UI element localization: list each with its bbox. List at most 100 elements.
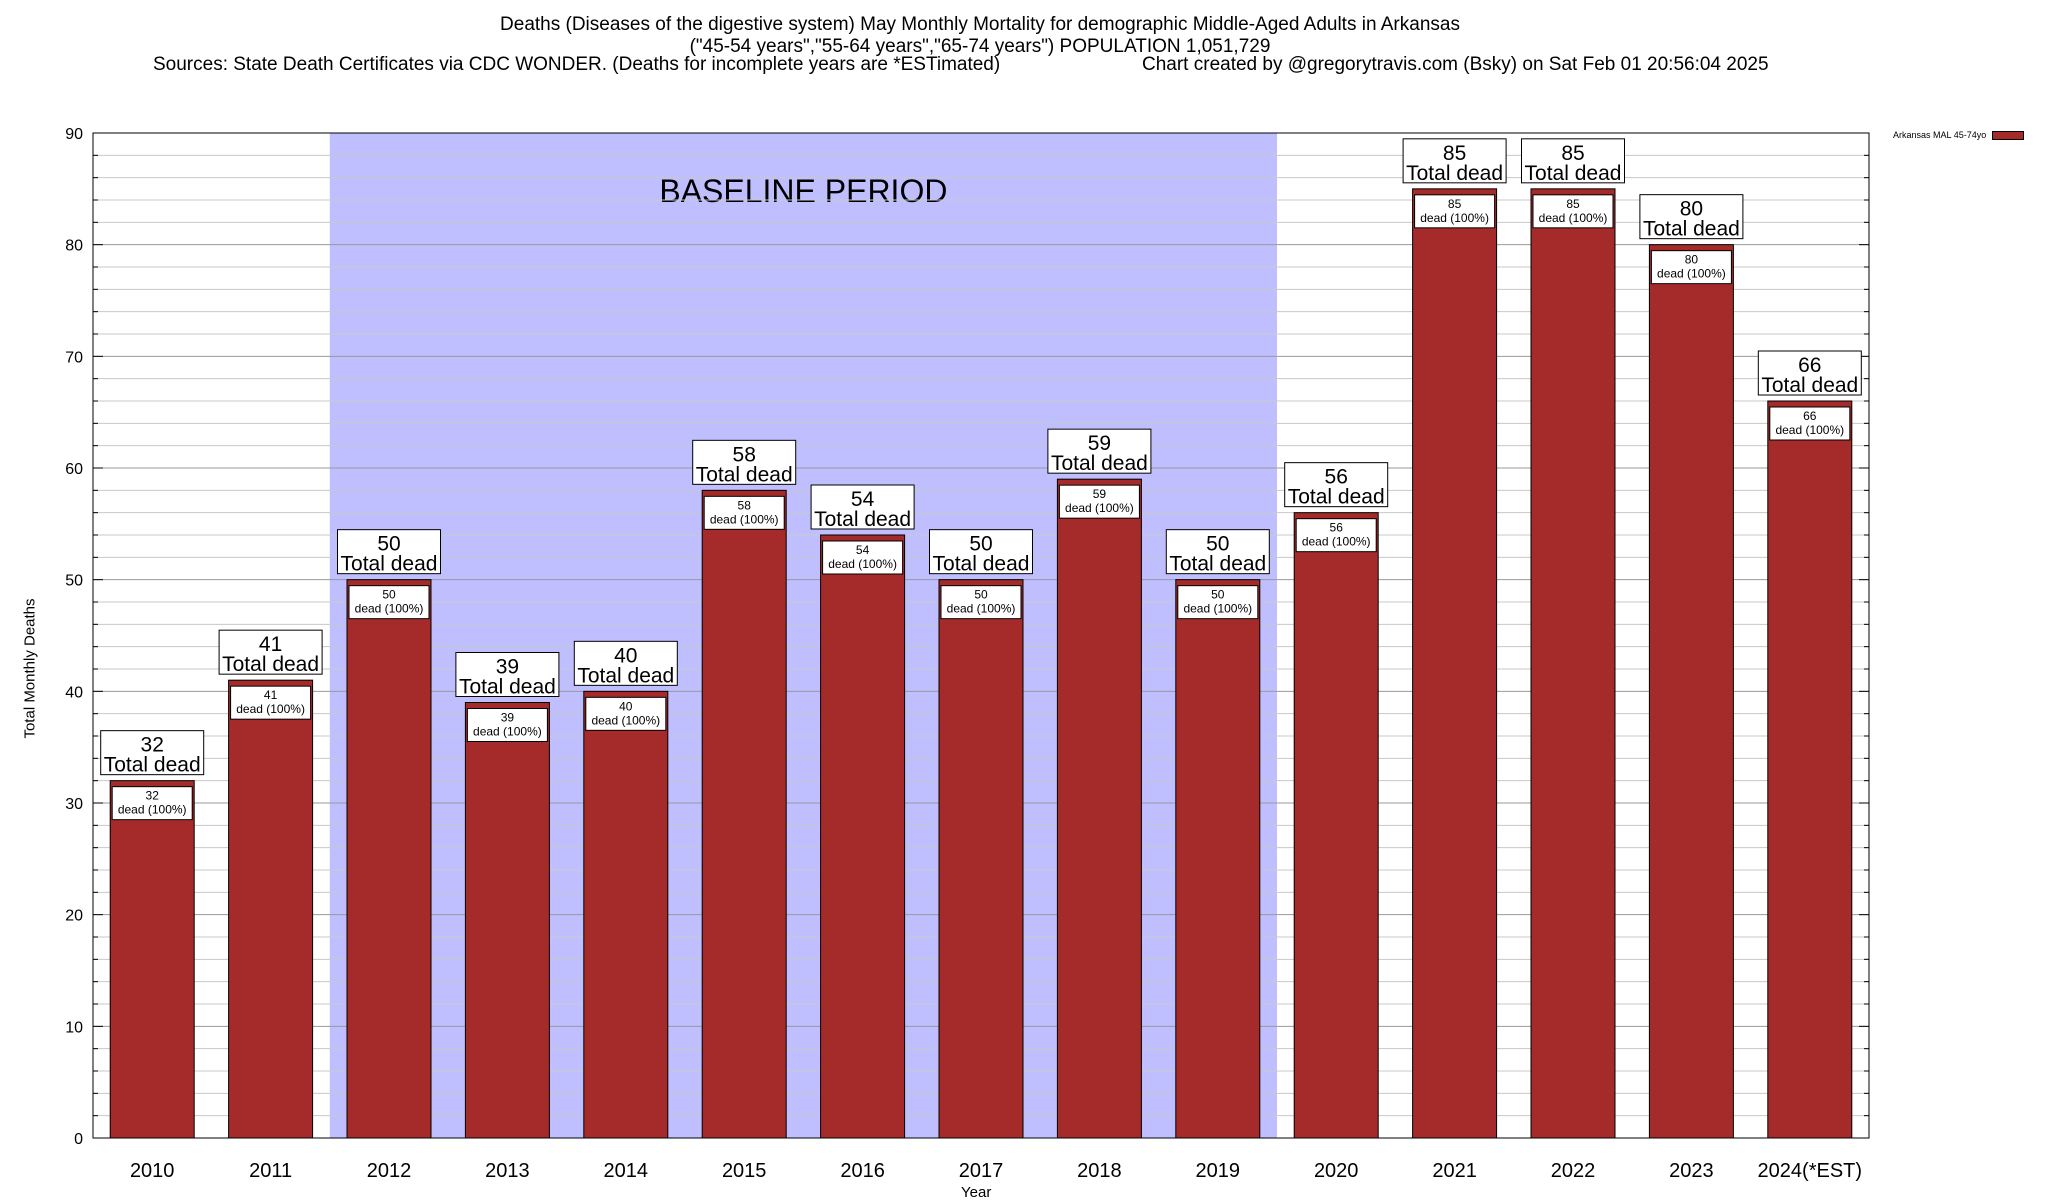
bar-total-label: Total dead: [459, 676, 556, 699]
bar-inner-label-box: [1177, 585, 1259, 620]
bar-total-value: 32: [141, 734, 164, 757]
bar-total-value: 56: [1325, 466, 1348, 489]
bar-inner-label: dead (100%): [355, 602, 424, 616]
bar-total-value: 85: [1561, 142, 1584, 165]
bar-total-value: 41: [259, 633, 282, 656]
bar-total-label-box: [810, 484, 915, 530]
bar-inner-label-box: [1650, 250, 1732, 285]
bar: [583, 690, 669, 1139]
bar-inner-label-box: [703, 495, 785, 530]
bar-inner-value: 58: [738, 498, 752, 512]
bar: [1648, 244, 1734, 1139]
bar: [464, 702, 550, 1139]
bar-total-value: 39: [496, 656, 519, 679]
bar-inner-label-box: [1295, 518, 1377, 553]
bar-inner-value: 32: [146, 789, 160, 803]
bar-inner-value: 50: [382, 588, 396, 602]
y-tick-label: 20: [65, 908, 83, 925]
bar: [1412, 188, 1498, 1139]
x-tick-label: 2020: [1314, 1160, 1359, 1182]
legend-label: Arkansas MAL 45-74yo: [1893, 130, 1987, 140]
bar-total-label: Total dead: [1169, 553, 1266, 576]
bar-inner-label-box: [230, 685, 312, 720]
bar-total-label: Total dead: [341, 553, 438, 576]
bar-total-label-box: [1521, 138, 1625, 184]
bar-inner-label-box: [940, 585, 1022, 620]
chart-subtitle: ("45-54 years","55-64 years","65-74 year…: [689, 36, 1271, 57]
bar-inner-label: dead (100%): [1539, 211, 1608, 225]
bar-inner-label-box: [822, 540, 904, 575]
x-tick-label: 2024(*EST): [1758, 1160, 1863, 1182]
y-tick-label: 50: [65, 573, 83, 590]
bar-inner-value: 50: [974, 588, 988, 602]
bar-total-label: Total dead: [577, 664, 674, 687]
bar-total-value: 50: [377, 533, 400, 556]
bar-inner-label-box: [1532, 194, 1614, 229]
chart-credit: Chart created by @gregorytravis.com (Bsk…: [1142, 54, 1769, 75]
bar-total-value: 59: [1088, 432, 1111, 455]
x-tick-label: 2013: [485, 1160, 530, 1182]
x-tick-label: 2010: [130, 1160, 175, 1182]
x-tick-label: 2021: [1432, 1160, 1477, 1182]
bar-inner-value: 41: [264, 688, 278, 702]
bar-total-label-box: [455, 652, 560, 697]
bar-total-label: Total dead: [1051, 452, 1148, 475]
x-tick-label: 2019: [1196, 1160, 1241, 1182]
bar-total-label-box: [1165, 529, 1270, 575]
baseline-period-label: BASELINE PERIOD: [659, 173, 947, 209]
bar-inner-value: 40: [619, 699, 633, 713]
y-axis-label: Total Monthly Deaths: [21, 598, 39, 739]
x-axis-label: Year: [961, 1184, 992, 1201]
bar-inner-value: 54: [856, 543, 870, 557]
bar-total-label: Total dead: [1406, 162, 1503, 185]
bar-inner-label-box: [1058, 484, 1140, 519]
y-tick-label: 30: [65, 796, 83, 813]
bar-inner-label: dead (100%): [236, 702, 305, 716]
bar-inner-label-box: [585, 696, 667, 731]
bar-inner-label-box: [1414, 194, 1496, 229]
x-tick-label: 2023: [1669, 1160, 1714, 1182]
x-tick-label: 2016: [840, 1160, 885, 1182]
bar-inner-label: dead (100%): [828, 557, 897, 571]
bar-inner-label: dead (100%): [1775, 423, 1844, 437]
bar-total-label: Total dead: [1761, 374, 1858, 397]
bar-inner-label: dead (100%): [591, 713, 660, 727]
x-tick-label: 2015: [722, 1160, 767, 1182]
bar-inner-label-box: [111, 786, 193, 821]
bar-total-label-box: [692, 439, 797, 485]
legend-swatch: [1992, 130, 2025, 140]
x-tick-label: 2012: [367, 1160, 412, 1182]
bar-inner-label: dead (100%): [710, 512, 779, 526]
y-tick-label: 40: [65, 684, 83, 701]
bar-inner-label: dead (100%): [1065, 501, 1134, 515]
bar: [346, 579, 432, 1139]
bar: [820, 534, 906, 1139]
bar-total-value: 80: [1680, 198, 1703, 221]
bar: [938, 579, 1024, 1139]
bar: [1767, 400, 1853, 1139]
y-tick-label: 90: [65, 126, 83, 143]
bar-inner-value: 85: [1448, 197, 1462, 211]
x-tick-label: 2011: [249, 1160, 292, 1182]
bar-total-value: 50: [1206, 533, 1229, 556]
bar-total-label: Total dead: [814, 508, 911, 531]
x-tick-label: 2022: [1551, 1160, 1596, 1182]
bar-total-label: Total dead: [933, 553, 1030, 576]
bar-inner-label: dead (100%): [1183, 602, 1252, 616]
y-tick-label: 60: [65, 461, 83, 478]
x-tick-label: 2018: [1077, 1160, 1122, 1182]
bar: [1056, 478, 1142, 1139]
chart-title: Deaths (Diseases of the digestive system…: [500, 14, 1460, 35]
bar-total-label: Total dead: [1643, 218, 1740, 241]
bar-inner-value: 59: [1093, 487, 1107, 501]
bar: [109, 780, 195, 1139]
bar: [1175, 579, 1261, 1139]
x-tick-label: 2017: [959, 1160, 1004, 1182]
bar-inner-value: 50: [1211, 588, 1225, 602]
bar-total-label-box: [337, 529, 441, 575]
bar-inner-value: 80: [1685, 253, 1699, 267]
bar-inner-label-box: [348, 585, 430, 620]
bar-total-label-box: [929, 529, 1033, 575]
bar-total-value: 58: [733, 443, 756, 466]
